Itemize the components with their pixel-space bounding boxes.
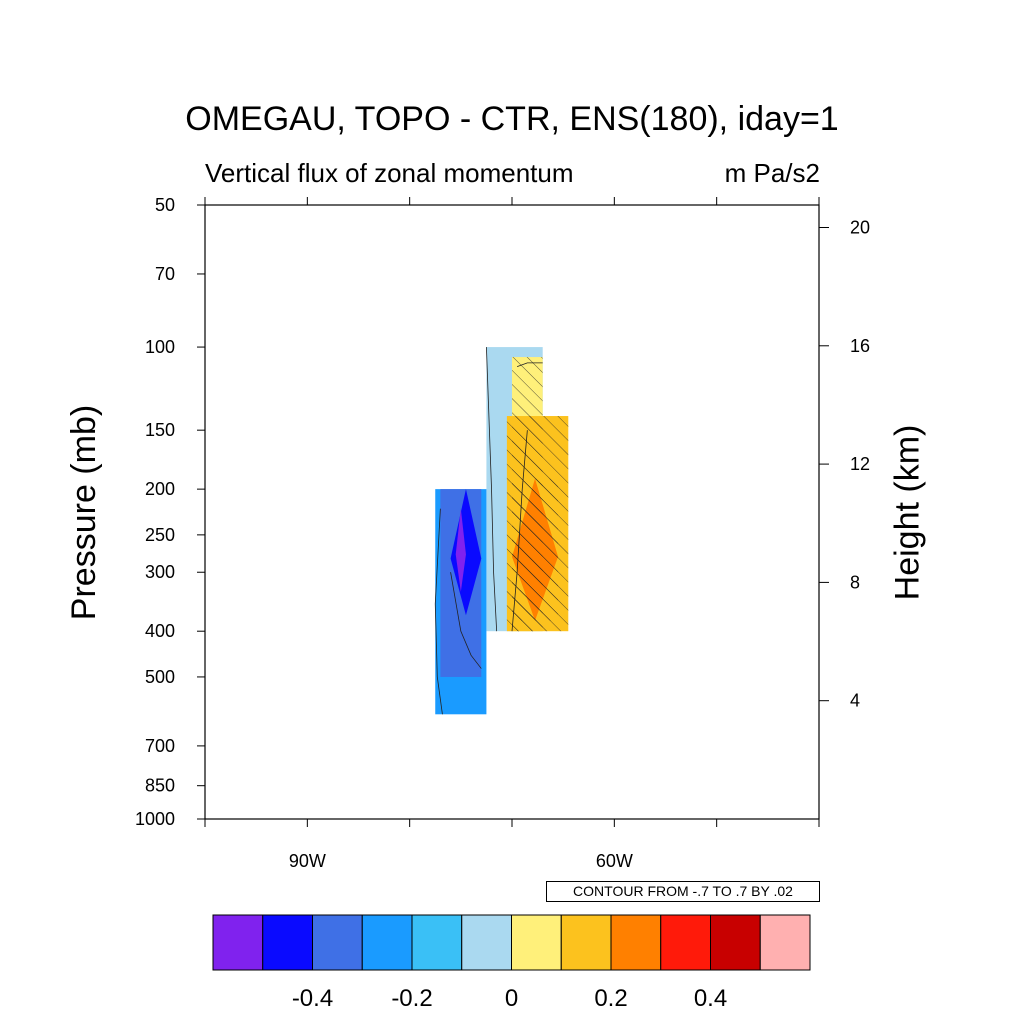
y-tick-label: 70: [155, 264, 175, 284]
colorbar-box: [262, 914, 313, 971]
contour-line-4: [511, 430, 528, 632]
chart-title: OMEGAU, TOPO - CTR, ENS(180), iday=1: [185, 100, 839, 138]
y-tick-label-right: 8: [850, 572, 860, 592]
field-negative-peak: [455, 508, 466, 592]
y-tick-label: 400: [145, 621, 175, 641]
colorbar-label: -0.4: [292, 985, 333, 1012]
colorbar-box: [361, 914, 413, 971]
y-tick-label: 200: [145, 479, 175, 499]
y-axis-title-right: Height (km): [888, 424, 927, 600]
contour-line-1: [434, 508, 443, 715]
y-tick-label: 500: [145, 667, 175, 687]
contour-line-2: [450, 572, 482, 669]
y-tick-label: 850: [145, 776, 175, 796]
chart-units: m Pa/s2: [724, 158, 820, 188]
colorbar-box: [411, 914, 463, 971]
colorbar-label: 0.2: [594, 985, 627, 1012]
colorbar-box: [759, 914, 811, 971]
y-tick-label: 1000: [135, 809, 175, 829]
colorbar-box: [710, 914, 761, 971]
hatch-positive-core: [512, 478, 559, 621]
colorbar-box: [212, 914, 264, 971]
contour-line-0: [486, 347, 498, 632]
y-tick-label-right: 4: [850, 691, 860, 711]
y-tick-label: 250: [145, 525, 175, 545]
field-negative-core: [450, 489, 482, 616]
y-tick-label: 300: [145, 562, 175, 582]
y-tick-label-right: 16: [850, 336, 870, 356]
x-tick-label: 90W: [289, 851, 326, 871]
colorbar-label: 0.4: [694, 985, 727, 1012]
colorbar-box: [511, 914, 562, 971]
y-tick-label: 50: [155, 195, 175, 215]
colorbar-label: -0.2: [391, 985, 432, 1012]
y-tick-label-right: 12: [850, 454, 870, 474]
y-tick-label-right: 20: [850, 217, 870, 237]
y-tick-label: 150: [145, 420, 175, 440]
colorbar-box: [610, 914, 662, 971]
colorbar-box: [660, 914, 711, 971]
x-tick-label: 60W: [596, 851, 633, 871]
colorbar-box: [461, 914, 512, 971]
colorbar-box: [560, 914, 612, 971]
chart-subtitle: Vertical flux of zonal momentum: [205, 158, 574, 188]
y-tick-label: 100: [145, 337, 175, 357]
contour-note: CONTOUR FROM -.7 TO .7 BY .02: [546, 881, 820, 902]
contour-line-3: [516, 362, 543, 367]
y-axis-title: Pressure (mb): [64, 404, 103, 620]
y-tick-label: 700: [145, 736, 175, 756]
colorbar-box: [312, 914, 363, 971]
colorbar-label: 0: [505, 985, 518, 1012]
